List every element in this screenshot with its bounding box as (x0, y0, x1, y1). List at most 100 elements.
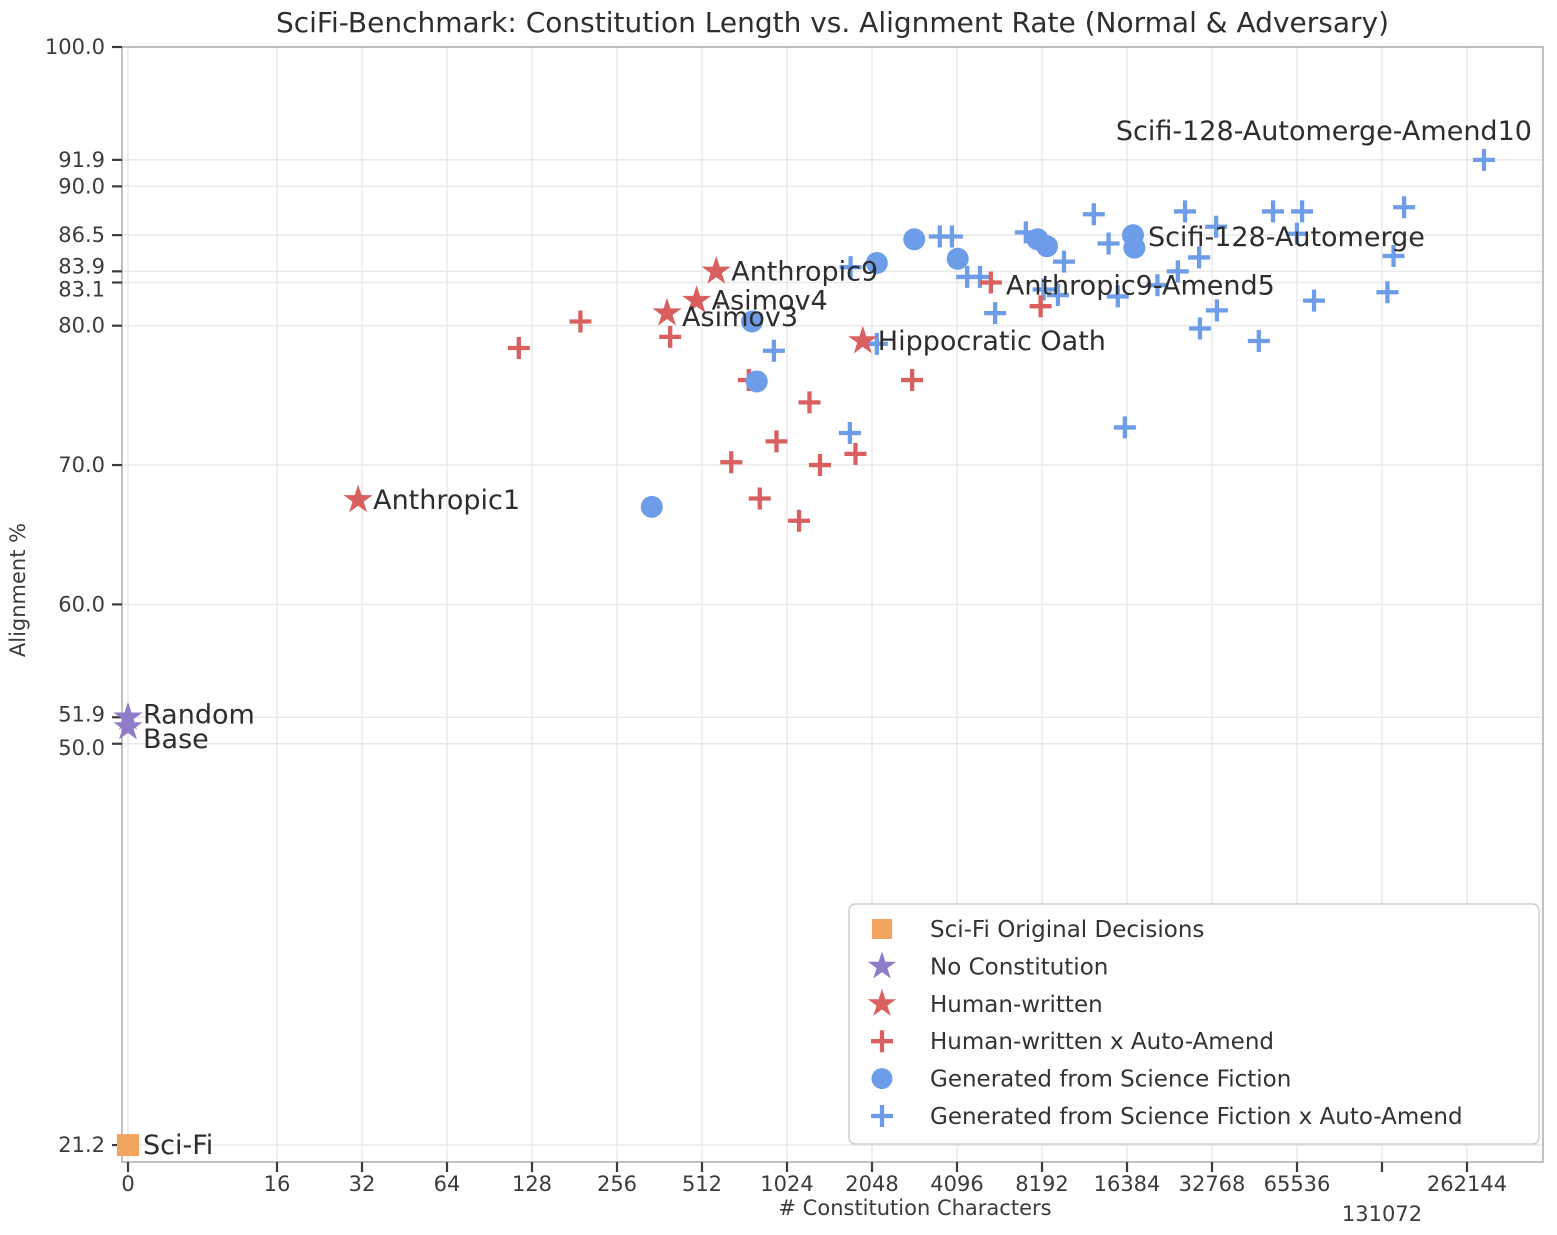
y-tick-label: 80.0 (58, 314, 105, 338)
y-tick-label: 83.9 (58, 254, 105, 278)
point-label: Asimov4 (712, 286, 828, 317)
point-label: Sci-Fi (143, 1130, 213, 1161)
y-tick-label: 70.0 (58, 453, 105, 477)
chart-title: SciFi-Benchmark: Constitution Length vs.… (275, 6, 1389, 39)
plus-marker-icon (1285, 222, 1308, 245)
y-axis-label: Alignment % (6, 522, 30, 658)
plus-marker-icon (1146, 274, 1169, 297)
plus-marker-icon (1205, 215, 1228, 238)
plus-marker-icon (1097, 232, 1120, 255)
point-label: Scifi-128-Automerge (1148, 222, 1425, 253)
plus-marker-icon (1205, 299, 1228, 322)
plus-marker-icon (1247, 330, 1270, 353)
plus-marker-icon (569, 310, 592, 333)
plus-marker-icon (808, 454, 831, 477)
x-tick-label: 4096 (930, 1172, 983, 1196)
circle-marker-icon (865, 251, 888, 274)
plus-marker-icon (940, 225, 963, 248)
star-marker-icon (652, 297, 682, 326)
x-tick-label: 262144 (1427, 1172, 1507, 1196)
circle-marker-icon (1035, 235, 1058, 258)
legend-item-label: Generated from Science Fiction (930, 1067, 1291, 1093)
axis-ticks: 100.0 91.990.0 86.5 83.983.1 80.0 70.0 60.0 51.… (45, 35, 1507, 1226)
legend: Sci-Fi Original Decisions No Constitution… (848, 903, 1540, 1145)
legend-item: Sci-Fi Original Decisions (872, 917, 1204, 943)
plus-marker-icon (507, 336, 530, 359)
circle-marker-icon (946, 247, 969, 270)
x-tick-label: 131072 (1342, 1202, 1422, 1226)
point-label: Anthropic9 (731, 256, 878, 287)
x-tick-label: 512 (682, 1172, 722, 1196)
plus-marker-icon (762, 339, 785, 362)
star-marker-icon (113, 711, 143, 740)
point-label: Anthropic1 (373, 485, 520, 516)
plus-marker-icon (1262, 200, 1285, 223)
star-marker-icon (867, 951, 897, 979)
circle-marker-icon (903, 228, 926, 251)
y-tick-label: 100.0 (45, 35, 105, 59)
star-marker-icon (867, 988, 897, 1016)
legend-box (848, 903, 1540, 1145)
x-tick-label: 256 (597, 1172, 637, 1196)
x-tick-label: 8192 (1015, 1172, 1068, 1196)
circle-marker-icon (640, 495, 663, 518)
star-marker-icon (682, 285, 712, 313)
point-label: Asimov3 (682, 302, 798, 333)
plus-marker-icon (1113, 416, 1136, 439)
series-circle (640, 224, 1146, 518)
legend-item-label: Human-written x Auto-Amend (930, 1029, 1274, 1055)
series-star (113, 701, 143, 740)
plus-marker-icon (844, 442, 867, 465)
x-tick-label: 64 (434, 1172, 461, 1196)
legend-item: Human-written x Auto-Amend (871, 1029, 1274, 1055)
plus-marker-icon (1032, 278, 1055, 301)
x-tick-label: 16 (264, 1172, 291, 1196)
plus-marker-icon (1052, 250, 1075, 273)
point-label: Base (143, 724, 209, 755)
plus-marker-icon (1188, 317, 1211, 340)
plus-marker-icon (979, 271, 1002, 294)
legend-item-label: No Constitution (930, 954, 1108, 980)
plus-marker-icon (1291, 200, 1314, 223)
star-marker-icon (343, 484, 373, 513)
x-tick-label: 32768 (1179, 1172, 1246, 1196)
circle-marker-icon (741, 310, 764, 333)
y-tick-label: 90.0 (58, 174, 105, 198)
legend-item: Human-written (867, 988, 1103, 1018)
y-tick-label: 51.9 (58, 702, 105, 726)
point-label: Scifi-128-Automerge-Amend10 (1116, 116, 1532, 147)
star-marker-icon (701, 256, 731, 284)
plus-marker-icon (1188, 246, 1211, 269)
plus-marker-icon (788, 509, 811, 532)
legend-item: No Constitution (867, 951, 1108, 980)
plus-marker-icon (720, 451, 743, 474)
point-label: Random (143, 699, 255, 730)
point-label: Hippocratic Oath (878, 326, 1106, 357)
series-star (343, 256, 878, 513)
plus-marker-icon (871, 1030, 893, 1053)
plus-marker-icon (798, 391, 821, 414)
square-marker-icon (117, 1134, 139, 1157)
y-tick-label: 50.0 (58, 736, 105, 760)
plus-marker-icon (659, 325, 682, 348)
legend-item-label: Sci-Fi Original Decisions (930, 917, 1204, 943)
plus-marker-icon (1082, 203, 1105, 226)
series-plus (762, 148, 1495, 444)
star-marker-icon (848, 325, 878, 354)
plus-marker-icon (1106, 285, 1129, 308)
plus-marker-icon (748, 487, 771, 510)
x-tick-label: 65536 (1264, 1172, 1331, 1196)
circle-marker-icon (745, 370, 768, 393)
plus-marker-icon (1472, 148, 1495, 171)
x-tick-label: 2048 (845, 1172, 898, 1196)
plus-marker-icon (1376, 281, 1399, 304)
plus-marker-icon (1029, 295, 1052, 318)
plus-marker-icon (1303, 289, 1326, 312)
y-tick-label: 91.9 (58, 148, 105, 172)
y-tick-label: 60.0 (58, 592, 105, 616)
plus-marker-icon (1046, 284, 1069, 307)
x-tick-label: 0 (121, 1172, 134, 1196)
x-tick-label: 1024 (760, 1172, 813, 1196)
